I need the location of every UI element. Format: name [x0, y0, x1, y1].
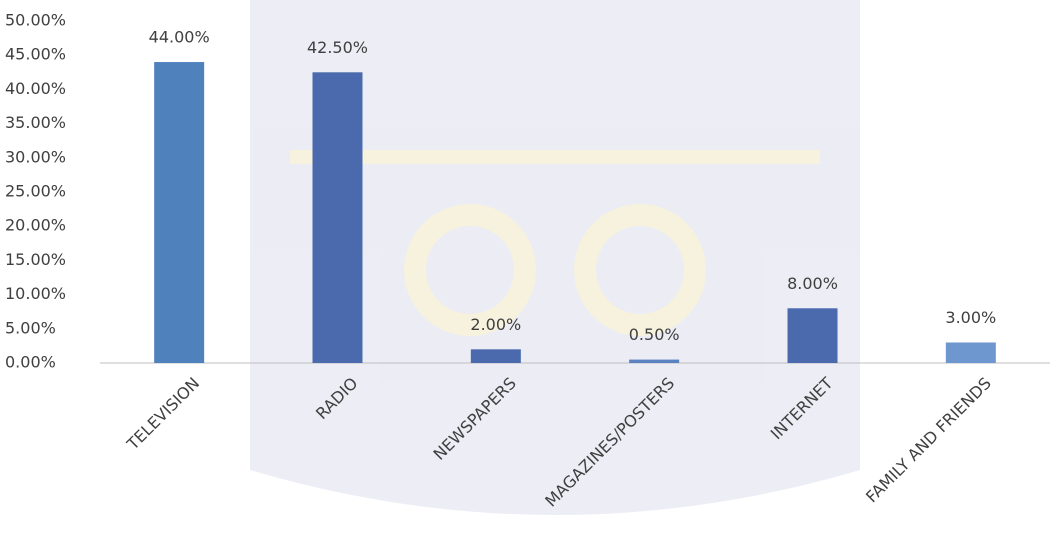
y-tick-label: 35.00% — [5, 113, 66, 132]
data-label: 42.50% — [307, 38, 368, 57]
y-tick-label: 45.00% — [5, 45, 66, 64]
y-tick-label: 0.00% — [5, 353, 56, 372]
y-tick-label: 25.00% — [5, 182, 66, 201]
watermark — [250, 0, 860, 515]
y-tick-label: 50.00% — [5, 11, 66, 30]
y-tick-label: 10.00% — [5, 284, 66, 303]
data-label: 8.00% — [787, 274, 838, 293]
data-label: 3.00% — [945, 308, 996, 327]
data-label: 0.50% — [629, 325, 680, 344]
x-tick-label: TELEVISION — [123, 374, 204, 455]
y-tick-label: 40.00% — [5, 79, 66, 98]
bar — [312, 72, 363, 364]
y-tick-label: 15.00% — [5, 250, 66, 269]
y-tick-label: 20.00% — [5, 216, 66, 235]
x-tick-label: FAMILY AND FRIENDS — [862, 374, 995, 507]
bar — [154, 62, 205, 363]
data-label: 2.00% — [470, 315, 521, 334]
y-tick-label: 5.00% — [5, 318, 56, 337]
data-label: 44.00% — [149, 28, 210, 47]
bar — [945, 342, 996, 363]
bar — [787, 308, 838, 363]
y-tick-label: 30.00% — [5, 147, 66, 166]
bar — [470, 349, 521, 363]
bar — [629, 359, 680, 363]
